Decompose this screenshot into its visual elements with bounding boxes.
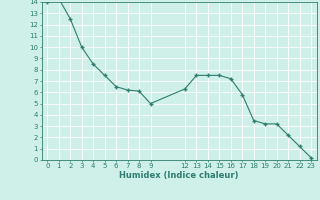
X-axis label: Humidex (Indice chaleur): Humidex (Indice chaleur): [119, 171, 239, 180]
